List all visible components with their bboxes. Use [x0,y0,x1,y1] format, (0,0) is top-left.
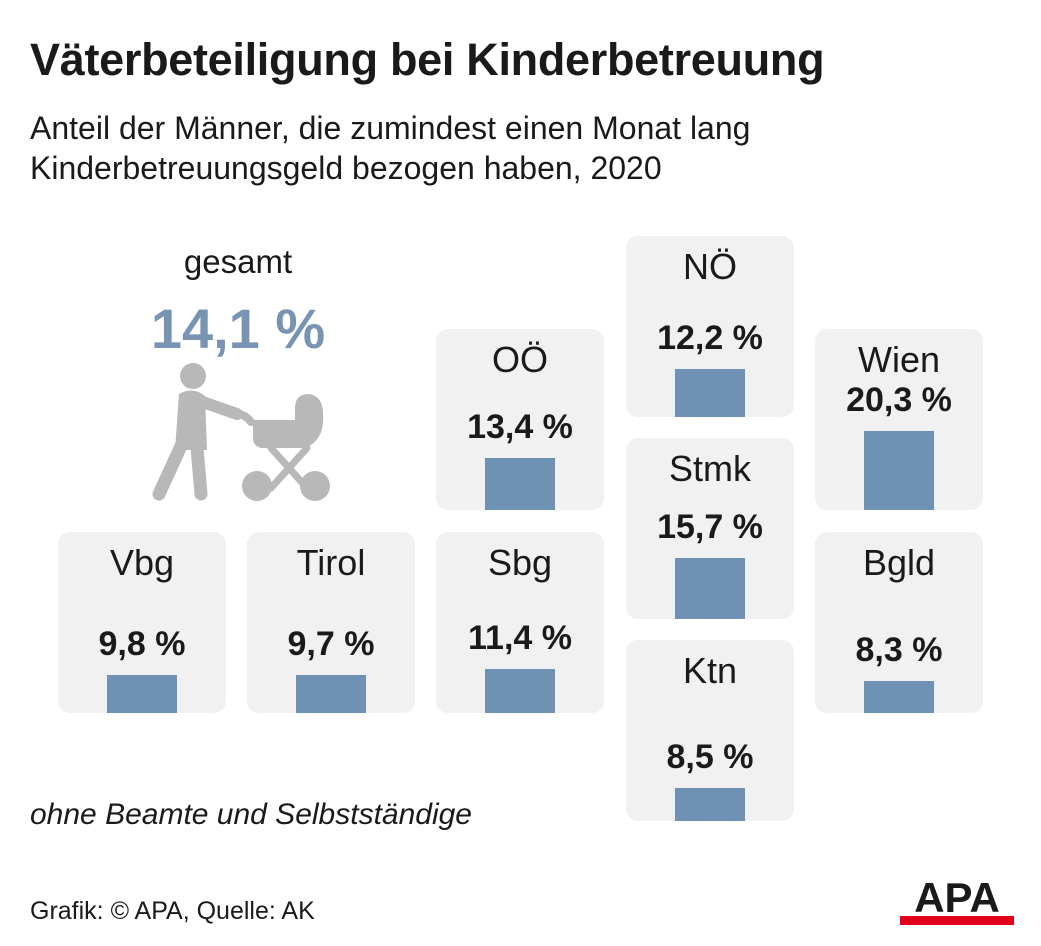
tile-noe: NÖ 12,2 % [626,236,794,417]
state-value-label: 12,2 % [657,319,763,357]
tile-vbg: Vbg 9,8 % [58,532,226,713]
tile-stmk: Stmk 15,7 % [626,438,794,619]
state-value-label: 8,5 % [666,738,754,776]
footnote: ohne Beamte und Selbstständige [30,798,472,831]
state-value-label: 11,4 % [468,619,572,657]
bar-wien [864,431,934,510]
state-name-label: Stmk [668,448,751,489]
chart-subtitle: Anteil der Männer, die zumindest einen M… [30,108,750,188]
state-name-label: Wien [857,339,941,380]
state-value-label: 9,7 % [287,625,375,663]
state-name-label: OÖ [491,339,548,380]
total-value: 14,1 % [150,297,326,360]
bar-ktn [675,788,745,821]
bar-ooe [485,458,555,510]
state-name-label: Vbg [109,542,175,583]
state-value-label: 15,7 % [657,508,763,546]
credit-line: Grafik: © APA, Quelle: AK [30,897,315,925]
state-value-label: 13,4 % [467,408,573,446]
state-name-label: Bgld [862,542,936,583]
tile-tirol: Tirol 9,7 % [247,532,415,713]
bar-noe [675,369,745,417]
state-name-label: NÖ [683,246,737,287]
state-name-label: Tirol [296,542,366,583]
state-value-label: 9,8 % [98,625,186,663]
chart-title: Väterbeteiligung bei Kinderbetreuung [30,34,825,85]
bar-vbg [107,675,177,713]
tile-sbg: Sbg 11,4 % [436,532,604,713]
subtitle-line-1: Anteil der Männer, die zumindest einen M… [30,110,751,146]
tile-ktn: Ktn 8,5 % [626,640,794,821]
father-with-stroller-icon [152,363,330,501]
bar-stmk [675,558,745,619]
total-label: gesamt [183,243,293,280]
apa-logo-red-bar [900,916,1014,925]
tile-bgld: Bgld 8,3 % [815,532,983,713]
bar-bgld [864,681,934,713]
state-name-label: Sbg [487,542,553,583]
tile-ooe: OÖ 13,4 % [436,329,604,510]
apa-logo-text: APA [914,878,1000,921]
bar-sbg [485,669,555,713]
state-value-label: 8,3 % [855,631,943,669]
state-value-label: 20,3 % [846,381,952,419]
bar-tirol [296,675,366,713]
apa-logo: APA [900,878,1014,925]
subtitle-line-2: Kinderbetreuungsgeld bezogen haben, 2020 [30,150,662,186]
tile-wien: Wien 20,3 % [815,329,983,510]
state-name-label: Ktn [682,650,738,691]
